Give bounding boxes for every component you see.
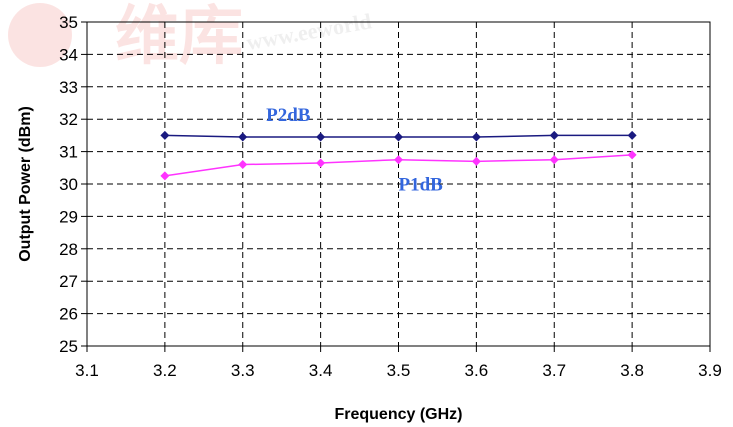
watermark-text: www.eeworld (245, 8, 374, 55)
y-tick-label: 32 (59, 110, 78, 129)
data-point-p1db (238, 160, 248, 170)
x-tick-label: 3.4 (309, 361, 333, 380)
y-tick-label: 26 (59, 305, 78, 324)
y-axis-title: Output Power (dBm) (17, 106, 34, 262)
data-point-p1db (316, 158, 326, 168)
data-point-p2db (549, 130, 559, 140)
x-tick-label: 3.8 (620, 361, 644, 380)
x-tick-label: 3.5 (387, 361, 411, 380)
x-tick-label: 3.9 (698, 361, 722, 380)
data-point-p2db (238, 132, 248, 142)
data-point-p1db (549, 155, 559, 165)
y-tick-label: 30 (59, 175, 78, 194)
y-tick-label: 31 (59, 143, 78, 162)
y-tick-label: 25 (59, 337, 78, 356)
data-point-p2db (316, 132, 326, 142)
y-tick-label: 29 (59, 207, 78, 226)
data-point-p1db (394, 155, 403, 165)
data-point-p1db (471, 156, 481, 166)
y-tick-label: 33 (59, 78, 78, 97)
series-labels: P2dB P1dB (266, 105, 443, 196)
data-point-p2db (627, 130, 637, 140)
data-point-p2db (160, 130, 170, 140)
watermark: 维库 www.eeworld (8, 1, 373, 72)
x-axis-ticks: 3.1 3.2 3.3 3.4 3.5 3.6 3.7 3.8 3.9 (75, 346, 722, 380)
data-point-p2db (471, 132, 481, 142)
y-tick-label: 35 (59, 13, 78, 32)
series-label-p2db: P2dB (266, 105, 311, 126)
x-tick-label: 3.3 (231, 361, 255, 380)
data-point-p1db (627, 150, 637, 160)
y-axis-ticks: 25 26 27 28 29 30 31 32 33 34 35 (59, 13, 87, 356)
series-label-p1db: P1dB (399, 174, 444, 195)
x-tick-label: 3.1 (75, 361, 99, 380)
data-point-p1db (160, 171, 170, 181)
y-tick-label: 27 (59, 272, 78, 291)
x-tick-label: 3.2 (153, 361, 177, 380)
series-layer (160, 130, 637, 181)
x-tick-label: 3.6 (465, 361, 489, 380)
x-tick-label: 3.7 (542, 361, 566, 380)
y-tick-label: 28 (59, 240, 78, 259)
svg-text:维库: 维库 (115, 1, 243, 72)
data-point-p2db (394, 132, 403, 142)
grid-lines (86, 21, 711, 347)
y-tick-label: 34 (59, 45, 78, 64)
x-axis-title: Frequency (GHz) (334, 406, 462, 423)
